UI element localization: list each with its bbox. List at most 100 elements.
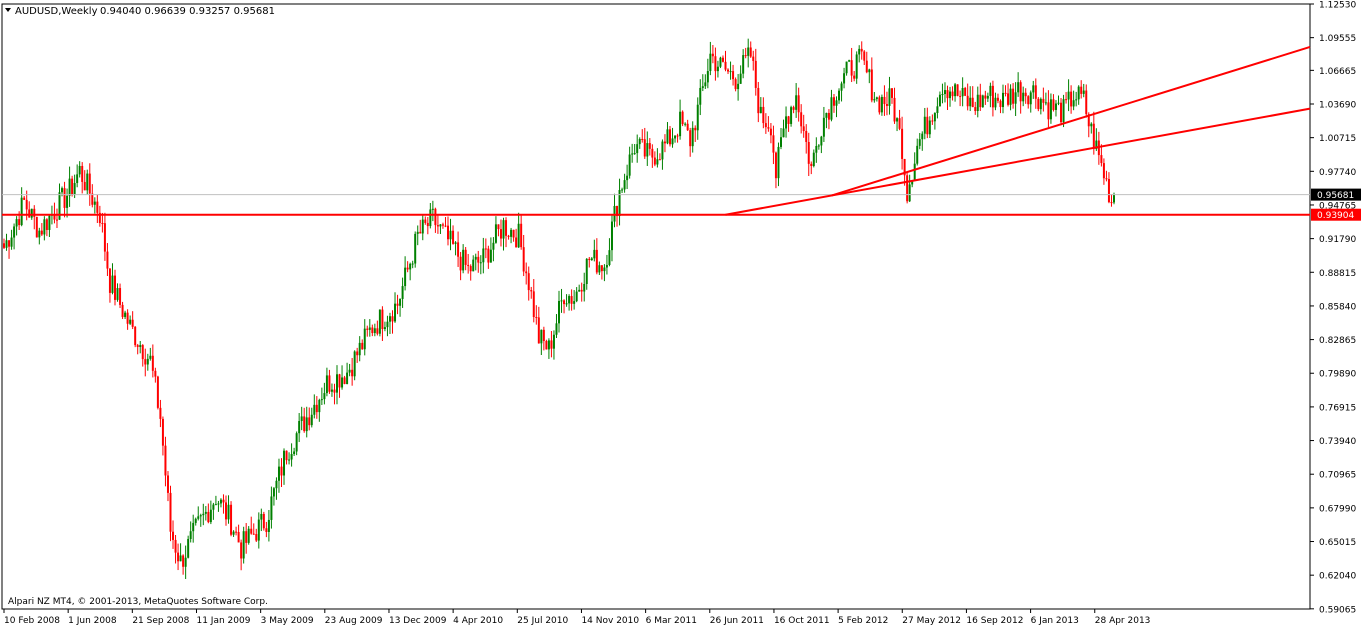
candle-body <box>330 389 333 392</box>
candle-body <box>207 511 210 523</box>
candle-body <box>734 79 737 90</box>
candle-body <box>5 240 8 248</box>
candle-body <box>454 242 457 244</box>
candle-body <box>318 399 321 413</box>
candle-body <box>943 90 946 95</box>
candle-body <box>815 145 818 153</box>
candle-body <box>81 165 84 182</box>
y-tick-label: 0.85840 <box>1319 302 1356 312</box>
candle-body <box>189 531 192 539</box>
candle-body <box>550 340 553 349</box>
candle-body <box>351 369 354 377</box>
candle-body <box>414 233 417 264</box>
candle-body <box>1037 98 1040 110</box>
support-trendline[interactable] <box>725 107 1311 216</box>
candle-body <box>141 345 144 360</box>
candle-body <box>759 106 762 114</box>
candle-body <box>482 248 485 263</box>
candle-body <box>131 319 134 327</box>
candle-body <box>358 342 361 356</box>
candle-body <box>13 226 16 238</box>
candle-body <box>732 71 735 80</box>
candle-body <box>880 96 883 113</box>
candle-body <box>391 316 394 322</box>
candle-body <box>537 317 540 344</box>
candle-body <box>361 342 364 350</box>
candle-body <box>825 112 828 118</box>
candles-layer <box>3 38 1115 580</box>
candle-body <box>946 90 949 99</box>
candle-body <box>643 139 646 157</box>
candle-body <box>936 106 939 113</box>
lines-layer <box>2 46 1311 216</box>
candle-body <box>631 153 634 155</box>
candle-body <box>280 466 283 476</box>
channel-trendline[interactable] <box>831 46 1311 197</box>
candle-body <box>86 173 89 191</box>
candle-body <box>774 152 777 179</box>
candle-body <box>1034 85 1037 99</box>
candle-body <box>1057 102 1060 104</box>
candle-body <box>303 416 306 432</box>
candle-body <box>396 303 399 306</box>
candle-body <box>378 309 381 334</box>
candle-body <box>964 88 967 96</box>
candle-body <box>971 97 974 108</box>
candle-body <box>1044 102 1047 104</box>
candle-body <box>1100 155 1103 164</box>
candle-body <box>542 329 545 342</box>
candle-body <box>878 97 881 113</box>
candle-body <box>906 175 909 202</box>
candle-body <box>507 235 510 237</box>
candle-body <box>994 97 997 108</box>
candle-body <box>996 97 999 101</box>
candle-body <box>394 303 397 322</box>
candle-body <box>217 503 220 505</box>
candle-body <box>800 112 803 127</box>
candle-body <box>913 163 916 181</box>
candle-body <box>10 237 13 247</box>
candle-body <box>921 133 924 140</box>
candle-body <box>96 201 99 213</box>
candle-body <box>583 284 586 292</box>
candle-body <box>757 87 760 114</box>
candle-body <box>843 73 846 84</box>
candle-body <box>494 224 497 243</box>
candle-body <box>66 195 69 208</box>
candle-body <box>923 116 926 134</box>
candle-body <box>830 97 833 120</box>
time-axis[interactable]: 10 Feb 2008 1 Jun 2008 21 Sep 2008 11 Jan 2… <box>3 609 1150 626</box>
price-axis[interactable]: 1.12530 1.09555 1.06665 1.03690 1.00715 0.977… <box>1310 1 1361 616</box>
candle-body <box>555 323 558 335</box>
candle-body <box>68 178 71 196</box>
candle-body <box>33 208 36 217</box>
candle-body <box>1087 114 1090 127</box>
candle-body <box>184 557 187 567</box>
candle-body <box>820 136 823 146</box>
candle-body <box>333 389 336 393</box>
candle-body <box>578 289 581 292</box>
y-tick-label: 0.70965 <box>1319 471 1356 481</box>
candle-body <box>908 184 911 202</box>
candle-body <box>320 399 323 401</box>
candle-body <box>956 84 959 96</box>
candle-body <box>616 205 619 217</box>
candle-body <box>527 273 530 291</box>
candle-body <box>989 85 992 96</box>
candle-body <box>222 499 225 503</box>
candle-body <box>1049 99 1052 120</box>
candle-body <box>295 433 298 452</box>
candle-body <box>896 118 899 122</box>
candle-body <box>797 95 800 113</box>
candle-body <box>159 407 162 419</box>
candle-body <box>545 341 548 350</box>
y-tick-label: 1.06665 <box>1319 67 1356 77</box>
menu-triangle-icon[interactable] <box>5 8 11 12</box>
candle-body <box>585 258 588 284</box>
candle-body <box>265 528 268 532</box>
candle-body <box>409 263 412 270</box>
candle-body <box>98 212 101 224</box>
candle-body <box>28 209 31 218</box>
candle-body <box>298 421 301 434</box>
